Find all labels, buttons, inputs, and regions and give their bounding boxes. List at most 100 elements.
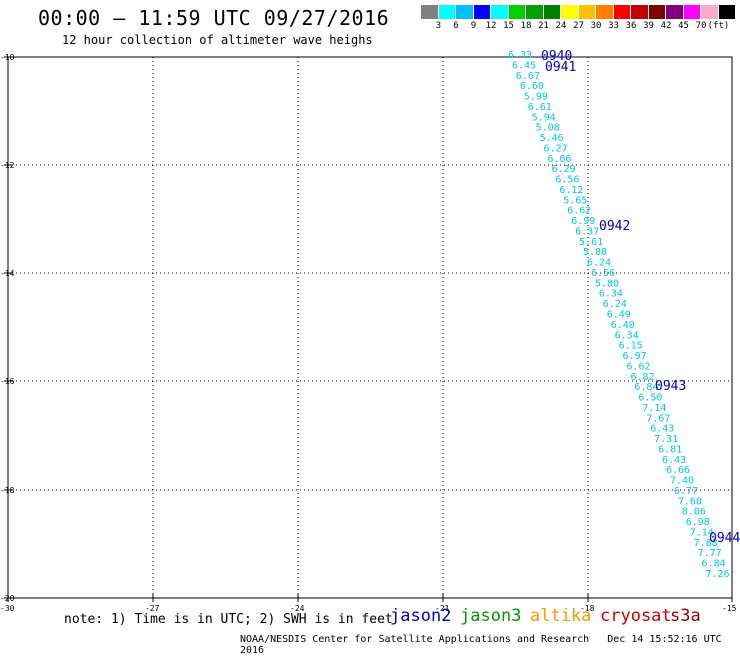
scale-swatch <box>438 5 456 19</box>
wave-height-label: 5.61 <box>579 237 603 248</box>
scale-label: 9 <box>470 21 477 31</box>
scale-label: 27 <box>573 21 584 31</box>
wave-height-label: 6.77 <box>674 486 698 497</box>
footnote: note: 1) Time is in UTC; 2) SWH is in fe… <box>64 612 393 627</box>
wave-height-label: 6.50 <box>638 393 662 404</box>
legend-jason3: jason3 <box>460 606 522 626</box>
wave-height-label: 6.24 <box>587 258 611 269</box>
wave-height-label: 5.99 <box>524 92 548 103</box>
wave-height-label: 7.77 <box>698 548 722 559</box>
scale-label: (ft) <box>707 21 730 31</box>
wave-height-label: 5.80 <box>595 278 619 289</box>
scale-swatch <box>666 5 684 19</box>
wave-height-label: 6.99 <box>571 216 595 227</box>
wave-height-label: 6.67 <box>516 71 540 82</box>
scale-swatch <box>578 5 596 19</box>
scale-label: 36 <box>625 21 637 31</box>
lon-label: -27 <box>145 604 160 613</box>
scale-label: 6 <box>453 21 459 31</box>
wave-height-label: 7.14 <box>690 527 714 538</box>
scale-swatch <box>491 5 509 19</box>
wave-height-label: 7.31 <box>654 434 678 445</box>
wave-height-label: 6.49 <box>607 310 631 321</box>
legend-cryosat: cryosat <box>600 606 672 626</box>
wave-height-label: 6.12 <box>559 185 583 196</box>
scale-label: 24 <box>555 21 567 31</box>
scale-swatch <box>596 5 614 19</box>
scale-swatch <box>508 5 526 19</box>
scale-label: 18 <box>520 21 532 31</box>
color-scale-labels: 3 6 9 12 15 18 21 24 27 30 33 36 39 42 45 70 (ft) <box>421 21 740 33</box>
scale-swatch <box>718 5 736 19</box>
wave-height-label: 6.84 <box>634 382 658 393</box>
wave-height-label: 6.66 <box>548 154 572 165</box>
wave-height-label: 6.66 <box>666 465 690 476</box>
wave-height-label: 8.06 <box>682 507 706 518</box>
wave-height-label: 5.46 <box>540 133 564 144</box>
wave-height-label: 6.45 <box>512 60 536 71</box>
scale-swatch <box>561 5 579 19</box>
lon-label: -18 <box>580 604 595 613</box>
scale-label: 33 <box>608 21 619 31</box>
page-title: 00:00 – 11:59 UTC 09/27/2016 <box>38 6 390 30</box>
wave-height-label: 6.60 <box>520 81 544 92</box>
lon-label: -30 <box>0 604 15 613</box>
scale-swatch <box>526 5 544 19</box>
wave-height-label: 6.40 <box>611 320 635 331</box>
scale-label: 30 <box>590 21 602 31</box>
lat-label: -10 <box>0 53 15 62</box>
legend-jason2: jason2 <box>390 606 452 626</box>
wave-height-label: 6.43 <box>650 424 674 435</box>
wave-height-label: 6.24 <box>603 299 627 310</box>
scale-label: 42 <box>660 21 672 31</box>
credit-line: NOAA/NESDIS Center for Satellite Applica… <box>240 634 740 656</box>
wave-height-label: 6.56 <box>591 268 615 279</box>
credit-text: NOAA/NESDIS Center for Satellite Applica… <box>240 634 590 645</box>
lon-label: -24 <box>290 604 305 613</box>
wave-height-label: 6.33 <box>508 50 532 61</box>
time-label: 0941 <box>545 60 576 75</box>
wave-height-label: 5.94 <box>532 112 556 123</box>
scale-label: 15 <box>503 21 514 31</box>
color-scale-bar <box>421 5 736 19</box>
scale-swatch <box>456 5 474 19</box>
lat-label: -18 <box>0 486 15 495</box>
scale-label: 39 <box>643 21 654 31</box>
wave-height-label: 6.62 <box>627 361 651 372</box>
time-label: 0940 <box>541 49 572 64</box>
wave-height-label: 6.97 <box>623 351 647 362</box>
scale-label: 70 <box>695 21 707 31</box>
wave-height-label: 6.27 <box>544 143 568 154</box>
wave-height-label: 7.14 <box>642 403 666 414</box>
wave-height-label: 7.26 <box>706 569 730 580</box>
wave-height-label: 6.81 <box>658 444 682 455</box>
page-subtitle: 12 hour collection of altimeter wave hei… <box>62 33 373 47</box>
legend-s3a: s3a <box>670 606 701 626</box>
wave-height-label: 6.34 <box>599 289 623 300</box>
scale-swatch <box>543 5 561 19</box>
scale-swatch <box>613 5 631 19</box>
time-label: 0942 <box>599 219 630 234</box>
wave-height-label: 6.61 <box>528 102 552 113</box>
time-label: 0943 <box>655 379 686 394</box>
scale-swatch <box>421 5 439 19</box>
lon-label: -21 <box>435 604 450 613</box>
scale-swatch <box>683 5 701 19</box>
wave-height-label: 7.67 <box>646 413 670 424</box>
scale-swatch <box>648 5 666 19</box>
scale-label: 45 <box>678 21 689 31</box>
wave-height-label: 6.82 <box>630 372 654 383</box>
wave-height-label: 6.62 <box>567 206 591 217</box>
scale-swatch <box>473 5 491 19</box>
lat-label: -16 <box>0 377 15 386</box>
wave-height-label: 6.43 <box>662 455 686 466</box>
wave-height-label: 5.88 <box>583 247 607 258</box>
wave-height-label: 5.08 <box>536 123 560 134</box>
wave-height-label: 7.60 <box>678 496 702 507</box>
scale-swatch <box>701 5 719 19</box>
scale-swatch <box>631 5 649 19</box>
wave-height-label: 6.98 <box>686 517 710 528</box>
wave-height-label: 6.29 <box>551 164 575 175</box>
legend-altika: altika <box>530 606 592 626</box>
